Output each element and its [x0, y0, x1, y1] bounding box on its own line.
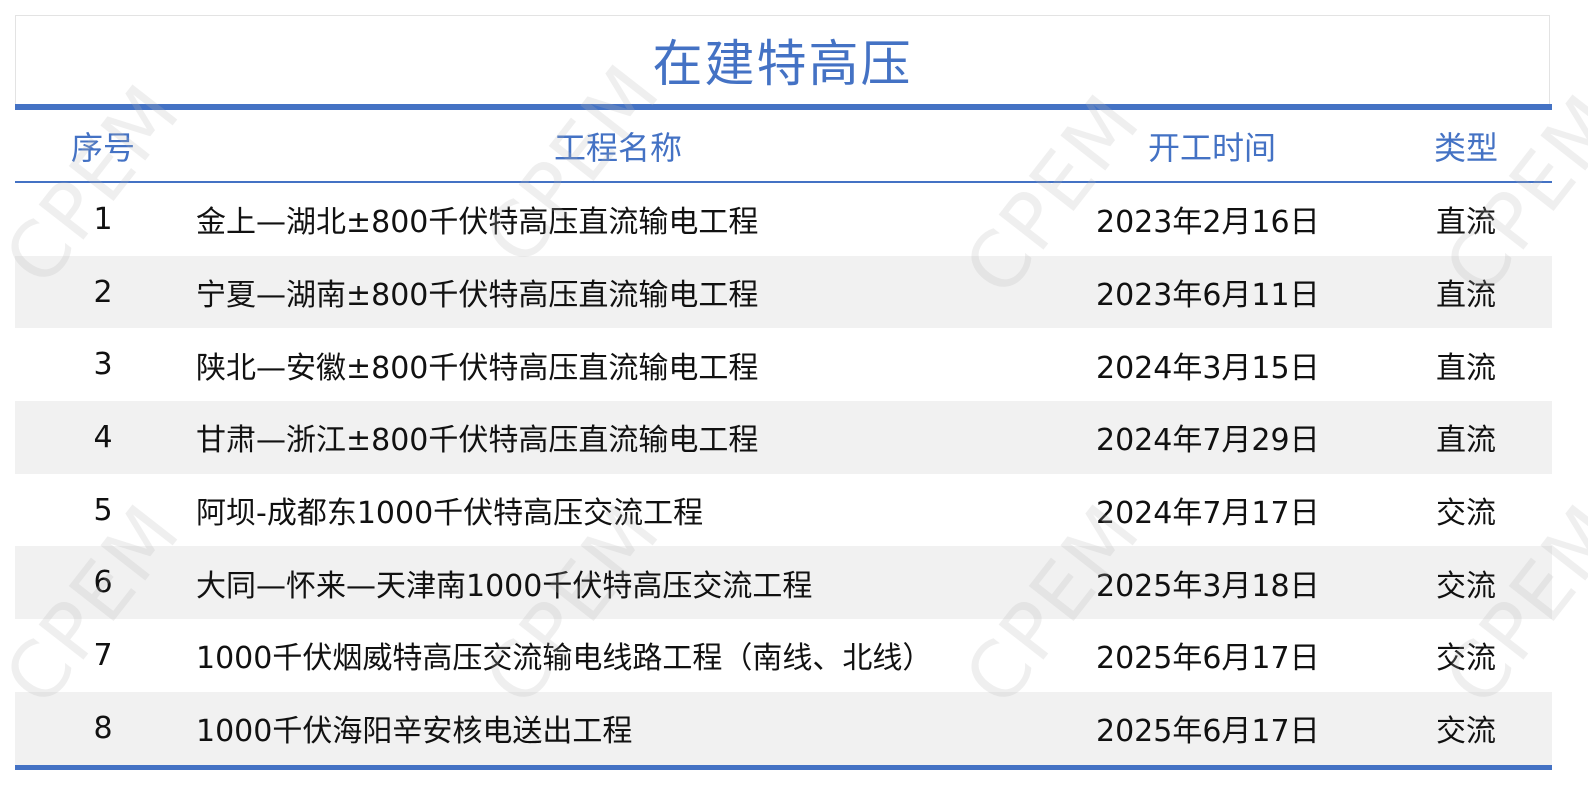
cell-date: 2024年7月17日: [1096, 496, 1320, 532]
cell-date: 2024年3月15日: [1096, 350, 1320, 386]
cell-date: 2025年6月17日: [1096, 641, 1320, 677]
cell-type: 直流: [1436, 278, 1496, 314]
table-row: 4 甘肃—浙江±800千伏特高压直流输电工程 2024年7月29日 直流: [15, 401, 1552, 474]
header-type: 类型: [1433, 128, 1498, 167]
cell-date: 2025年6月17日: [1096, 714, 1320, 750]
table-row: 2 宁夏—湖南±800千伏特高压直流输电工程 2023年6月11日 直流: [15, 255, 1552, 329]
cell-type: 直流: [1436, 205, 1496, 241]
bottom-divider: [15, 765, 1552, 770]
table-row: 8 1000千伏海阳辛安核电送出工程 2025年6月17日 交流: [15, 691, 1552, 765]
title-box: 在建特高压: [15, 15, 1550, 104]
table-row: 6 大同—怀来—天津南1000千伏特高压交流工程 2025年3月18日 交流: [15, 546, 1552, 620]
cell-date: 2025年3月18日: [1096, 568, 1320, 604]
cell-type: 直流: [1436, 350, 1496, 386]
cell-date: 2023年6月11日: [1096, 278, 1320, 314]
cell-type: 交流: [1436, 568, 1496, 604]
cell-name: 陕北—安徽±800千伏特高压直流输电工程: [196, 350, 759, 386]
cell-seq: 1: [93, 201, 113, 237]
cell-type: 交流: [1436, 714, 1496, 750]
cell-name: 1000千伏海阳辛安核电送出工程: [196, 714, 633, 750]
cell-seq: 3: [93, 347, 113, 383]
cell-name: 阿坝-成都东1000千伏特高压交流工程: [196, 496, 704, 532]
cell-type: 交流: [1436, 641, 1496, 677]
header-seq: 序号: [70, 128, 135, 167]
header-name: 工程名称: [553, 128, 682, 167]
cell-seq: 8: [93, 710, 113, 746]
cell-type: 交流: [1436, 496, 1496, 532]
cell-name: 金上—湖北±800千伏特高压直流输电工程: [196, 205, 759, 241]
header-divider: [15, 181, 1552, 183]
cell-seq: 2: [93, 274, 113, 310]
cell-seq: 4: [93, 419, 113, 455]
table-row: 5 阿坝-成都东1000千伏特高压交流工程 2024年7月17日 交流: [15, 474, 1552, 547]
table-row: 7 1000千伏烟威特高压交流输电线路工程（南线、北线） 2025年6月17日 交流: [15, 619, 1552, 692]
cell-seq: 7: [93, 637, 113, 673]
cell-name: 1000千伏烟威特高压交流输电线路工程（南线、北线）: [196, 641, 933, 677]
top-divider: [15, 104, 1552, 110]
table-body: 1 金上—湖北±800千伏特高压直流输电工程 2023年2月16日 直流 2 宁夏—湖南±…: [15, 183, 1552, 765]
cell-name: 大同—怀来—天津南1000千伏特高压交流工程: [196, 568, 813, 604]
cell-name: 甘肃—浙江±800千伏特高压直流输电工程: [196, 423, 759, 459]
cell-date: 2023年2月16日: [1096, 205, 1320, 241]
cell-seq: 5: [93, 492, 113, 528]
table-row: 3 陕北—安徽±800千伏特高压直流输电工程 2024年3月15日 直流: [15, 328, 1552, 401]
cell-date: 2024年7月29日: [1096, 423, 1320, 459]
header-date: 开工时间: [1147, 128, 1276, 167]
cell-type: 直流: [1436, 423, 1496, 459]
page-title: 在建特高压: [652, 35, 913, 93]
cell-name: 宁夏—湖南±800千伏特高压直流输电工程: [196, 278, 759, 314]
cell-seq: 6: [93, 565, 113, 601]
table-header: 序号 工程名称 开工时间 类型: [15, 110, 1552, 181]
table-row: 1 金上—湖北±800千伏特高压直流输电工程 2023年2月16日 直流: [15, 183, 1552, 256]
